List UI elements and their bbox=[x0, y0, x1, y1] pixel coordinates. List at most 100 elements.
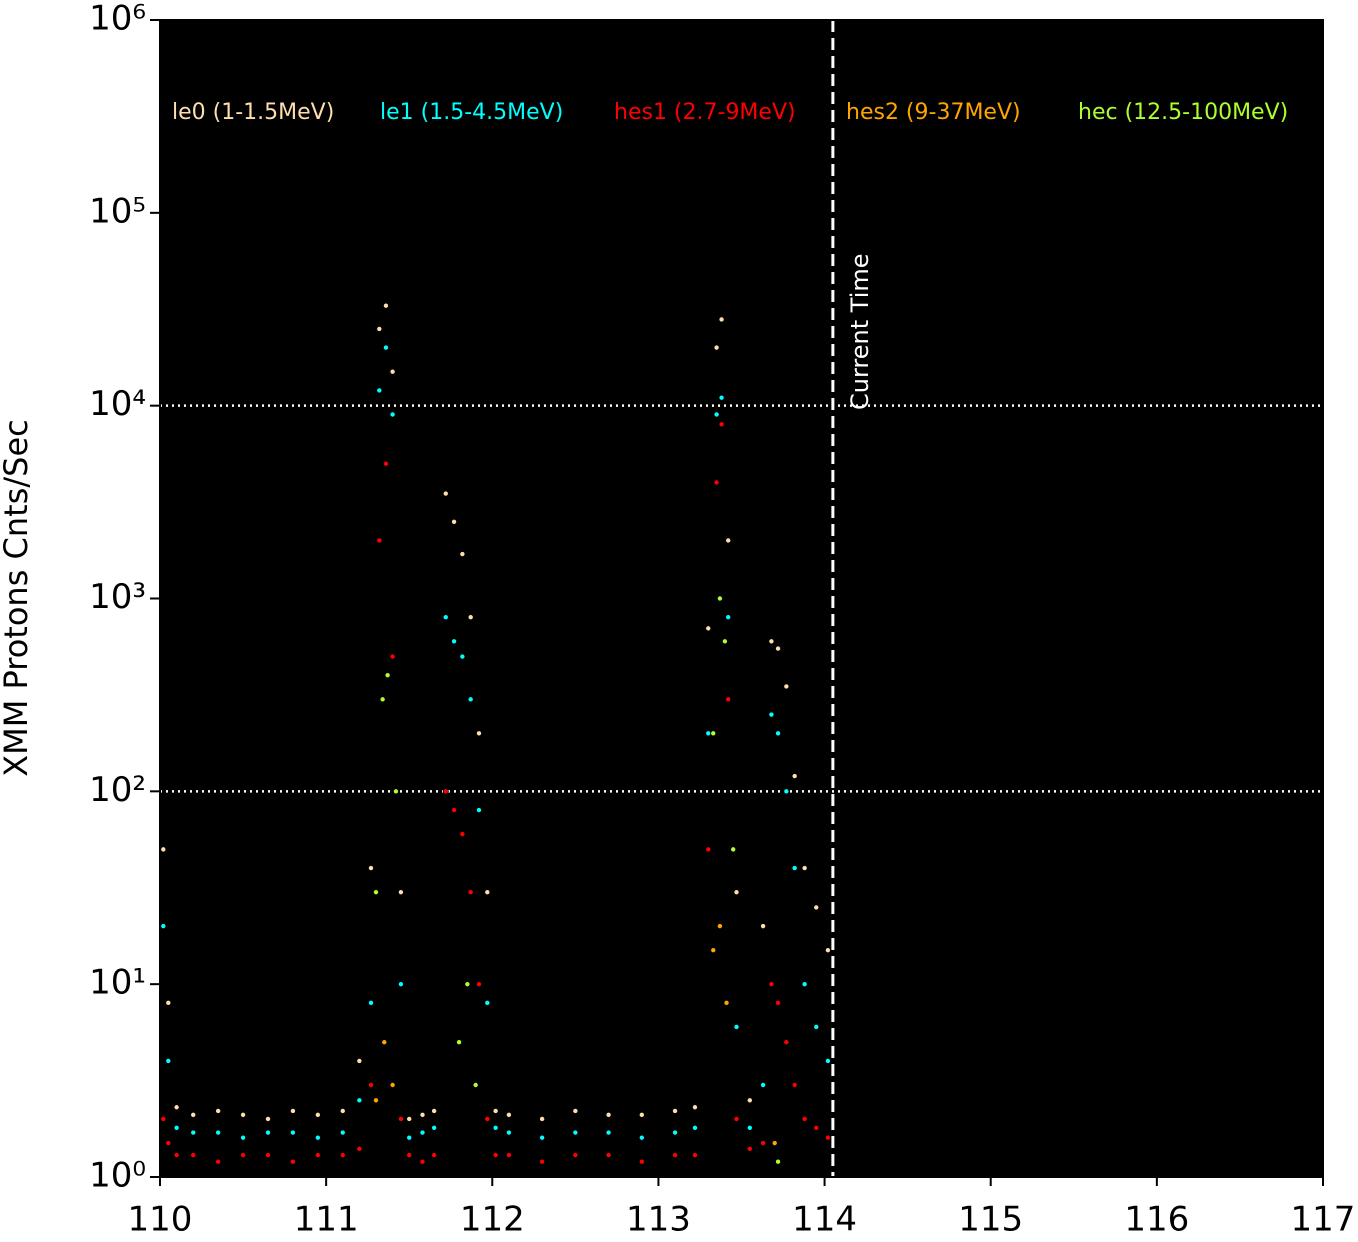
y-axis-label: XMM Protons Cnts/Sec bbox=[0, 419, 35, 777]
y-tick-label: 10⁵ bbox=[89, 191, 146, 231]
data-point bbox=[379, 696, 386, 703]
data-point bbox=[451, 638, 458, 645]
data-point bbox=[368, 1081, 375, 1088]
data-point bbox=[713, 411, 720, 418]
data-point bbox=[372, 889, 379, 896]
data-point bbox=[339, 1107, 346, 1114]
data-point bbox=[713, 344, 720, 351]
data-point bbox=[173, 1104, 180, 1111]
data-point bbox=[705, 625, 712, 632]
data-point bbox=[376, 325, 383, 332]
data-point bbox=[801, 981, 808, 988]
data-point bbox=[716, 595, 723, 602]
data-point bbox=[572, 1129, 579, 1136]
data-point bbox=[382, 344, 389, 351]
data-point bbox=[710, 730, 717, 737]
data-point bbox=[718, 394, 725, 401]
data-point bbox=[733, 889, 740, 896]
current-time-label: Current Time bbox=[846, 253, 874, 410]
data-point bbox=[783, 683, 790, 690]
data-point bbox=[451, 807, 458, 814]
data-point bbox=[638, 1134, 645, 1141]
x-tick-label: 111 bbox=[294, 1200, 359, 1239]
data-point bbox=[791, 773, 798, 780]
data-point bbox=[339, 1152, 346, 1159]
data-point bbox=[467, 889, 474, 896]
data-point bbox=[492, 1107, 499, 1114]
data-point bbox=[431, 1107, 438, 1114]
data-point bbox=[718, 421, 725, 428]
data-point bbox=[672, 1107, 679, 1114]
data-point bbox=[768, 711, 775, 718]
data-point bbox=[691, 1104, 698, 1111]
data-point bbox=[406, 1134, 413, 1141]
x-tick-label: 112 bbox=[460, 1200, 525, 1239]
data-point bbox=[467, 696, 474, 703]
data-point bbox=[783, 1039, 790, 1046]
data-point bbox=[771, 1140, 778, 1147]
data-point bbox=[484, 889, 491, 896]
data-point bbox=[492, 1124, 499, 1131]
data-point bbox=[215, 1129, 222, 1136]
data-point bbox=[801, 865, 808, 872]
plot-area bbox=[160, 20, 1323, 1177]
data-point bbox=[406, 1152, 413, 1159]
data-point bbox=[442, 614, 449, 621]
data-point bbox=[791, 865, 798, 872]
data-point bbox=[775, 999, 782, 1006]
data-point bbox=[605, 1152, 612, 1159]
legend-entry: le1 (1.5-4.5MeV) bbox=[380, 100, 563, 125]
data-point bbox=[672, 1129, 679, 1136]
data-point bbox=[173, 1152, 180, 1159]
data-point bbox=[382, 460, 389, 467]
data-point bbox=[356, 1097, 363, 1104]
data-point bbox=[746, 1124, 753, 1131]
data-point bbox=[165, 1057, 172, 1064]
data-point bbox=[289, 1158, 296, 1165]
data-point bbox=[397, 1115, 404, 1122]
data-point bbox=[723, 999, 730, 1006]
data-point bbox=[505, 1111, 512, 1118]
data-point bbox=[314, 1152, 321, 1159]
data-point bbox=[691, 1124, 698, 1131]
y-tick-label: 10⁴ bbox=[89, 384, 146, 424]
data-point bbox=[190, 1111, 197, 1118]
data-point bbox=[730, 846, 737, 853]
data-point bbox=[746, 1097, 753, 1104]
data-point bbox=[801, 1115, 808, 1122]
data-point bbox=[406, 1115, 413, 1122]
data-point bbox=[339, 1129, 346, 1136]
data-point bbox=[467, 614, 474, 621]
data-point bbox=[539, 1134, 546, 1141]
data-point bbox=[419, 1158, 426, 1165]
data-point bbox=[165, 999, 172, 1006]
data-point bbox=[472, 1081, 479, 1088]
x-tick-label: 117 bbox=[1291, 1200, 1356, 1239]
data-point bbox=[314, 1111, 321, 1118]
data-point bbox=[572, 1107, 579, 1114]
data-point bbox=[240, 1111, 247, 1118]
data-point bbox=[813, 904, 820, 911]
data-point bbox=[442, 788, 449, 795]
data-point bbox=[392, 788, 399, 795]
data-point bbox=[505, 1129, 512, 1136]
data-point bbox=[505, 1152, 512, 1159]
data-point bbox=[760, 923, 767, 930]
data-point bbox=[160, 923, 167, 930]
data-point bbox=[713, 479, 720, 486]
data-point bbox=[475, 807, 482, 814]
data-point bbox=[605, 1129, 612, 1136]
data-point bbox=[746, 1145, 753, 1152]
data-point bbox=[240, 1134, 247, 1141]
data-point bbox=[431, 1152, 438, 1159]
data-point bbox=[775, 730, 782, 737]
data-point bbox=[264, 1152, 271, 1159]
data-point bbox=[775, 1158, 782, 1165]
data-point bbox=[539, 1158, 546, 1165]
data-point bbox=[459, 831, 466, 838]
x-tick-label: 113 bbox=[626, 1200, 691, 1239]
data-point bbox=[705, 846, 712, 853]
y-tick-label: 10⁰ bbox=[89, 1156, 146, 1196]
data-point bbox=[382, 302, 389, 309]
data-point bbox=[397, 981, 404, 988]
